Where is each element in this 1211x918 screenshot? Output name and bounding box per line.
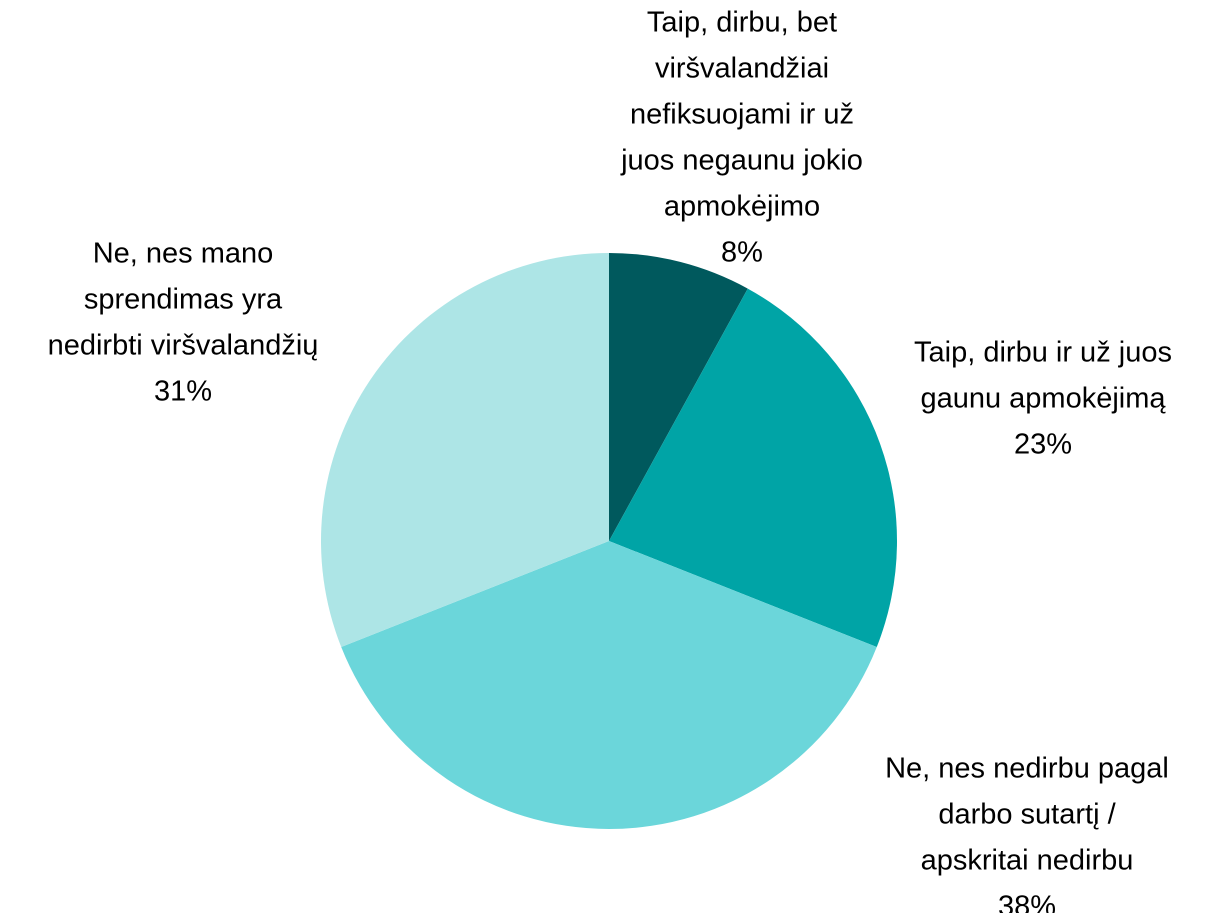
value-label: 8% (721, 237, 763, 269)
slice-label: juos negaunu jokio (620, 145, 863, 177)
slice-label: nedirbti viršvalandžių (48, 330, 319, 362)
value-label: 31% (154, 376, 212, 408)
slice-label: nefiksuojami ir už (630, 99, 854, 131)
slice-label: apmokėjimo (664, 191, 820, 223)
pie-slice (341, 541, 877, 829)
slice-label: apskritai nedirbu (921, 845, 1134, 877)
slice-label: darbo sutartį / (938, 799, 1116, 831)
slice-label: Taip, dirbu ir už juos (914, 337, 1172, 369)
pie-slice (609, 253, 748, 541)
value-label: 38% (998, 891, 1056, 913)
pie-slice (320, 253, 609, 648)
pie-slice (609, 288, 898, 648)
slice-label: viršvalandžiai (655, 53, 829, 85)
slice-label: Taip, dirbu, bet (647, 7, 837, 39)
slice-label: gaunu apmokėjimą (920, 383, 1166, 415)
slice-label: Ne, nes nedirbu pagal (885, 753, 1169, 785)
slice-label: Ne, nes mano (93, 238, 274, 270)
slice-label: sprendimas yra (84, 284, 283, 316)
value-label: 23% (1014, 429, 1072, 461)
